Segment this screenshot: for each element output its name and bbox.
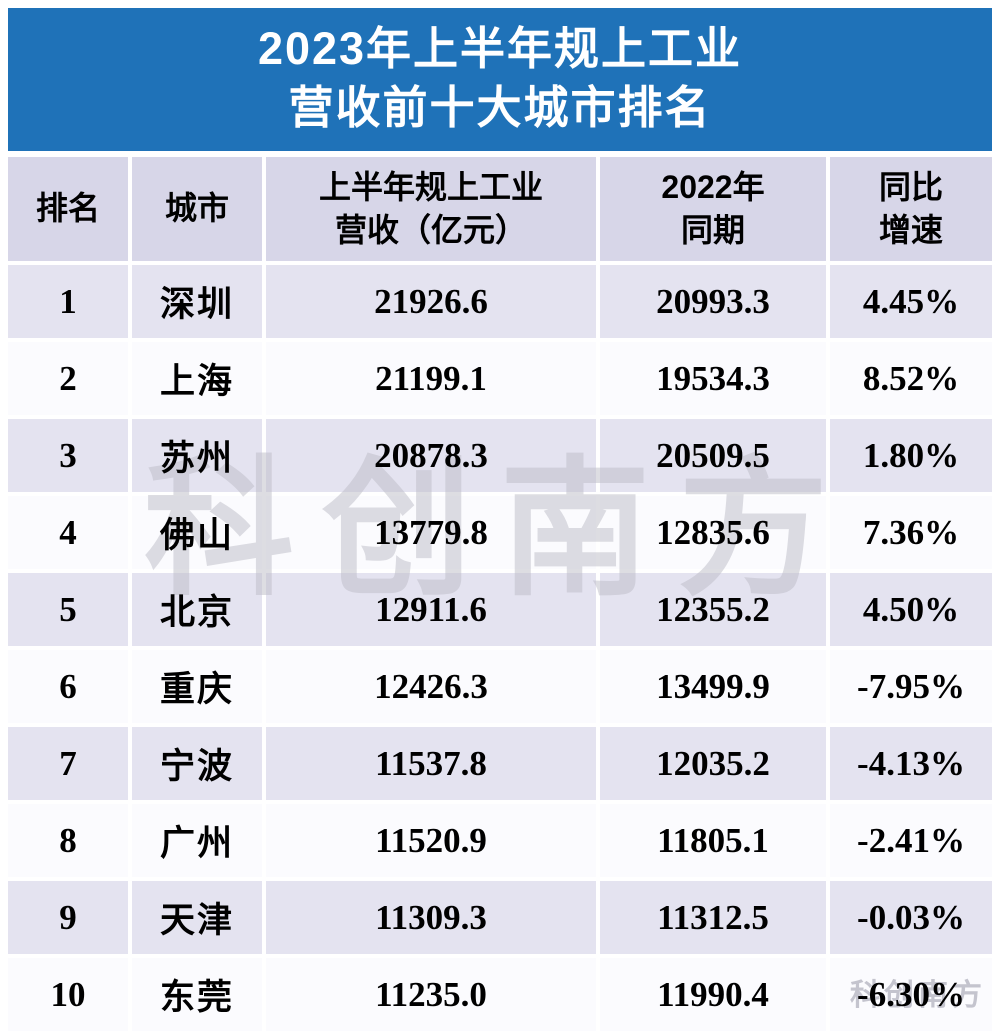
city-cell: 北京 [132,573,262,646]
rank-cell: 6 [8,650,128,723]
revenue-cell: 21926.6 [266,265,596,338]
rank-cell: 1 [8,265,128,338]
growth-cell: 4.45% [830,265,992,338]
city-cell: 广州 [132,804,262,877]
prev-year-cell: 12835.6 [600,496,826,569]
rank-cell: 4 [8,496,128,569]
growth-cell: 8.52% [830,342,992,415]
rank-cell: 2 [8,342,128,415]
column-header-rank: 排名 [8,157,128,261]
growth-cell: -2.41% [830,804,992,877]
prev-year-cell: 13499.9 [600,650,826,723]
growth-cell: -7.95% [830,650,992,723]
revenue-cell: 11235.0 [266,958,596,1031]
column-header-city: 城市 [132,157,262,261]
revenue-cell: 11520.9 [266,804,596,877]
page-title-line-1: 2023年上半年规上工业 [257,23,743,74]
ranking-infographic: 2023年上半年规上工业 营收前十大城市排名 排名 城市 上半年规上工业 营收（… [8,8,992,1031]
revenue-cell: 13779.8 [266,496,596,569]
prev-year-cell: 19534.3 [600,342,826,415]
city-cell: 佛山 [132,496,262,569]
rank-cell: 3 [8,419,128,492]
column-header-prev-year: 2022年 同期 [600,157,826,261]
revenue-cell: 20878.3 [266,419,596,492]
city-cell: 深圳 [132,265,262,338]
rank-cell: 8 [8,804,128,877]
growth-cell: 4.50% [830,573,992,646]
column-header-revenue: 上半年规上工业 营收（亿元） [266,157,596,261]
rank-cell: 10 [8,958,128,1031]
rank-cell: 9 [8,881,128,954]
prev-year-cell: 12355.2 [600,573,826,646]
page-title-line-2: 营收前十大城市排名 [288,81,712,133]
revenue-cell: 21199.1 [266,342,596,415]
city-cell: 天津 [132,881,262,954]
prev-year-cell: 11990.4 [600,958,826,1031]
growth-cell: 1.80% [830,419,992,492]
city-cell: 上海 [132,342,262,415]
prev-year-cell: 12035.2 [600,727,826,800]
city-cell: 宁波 [132,727,262,800]
revenue-cell: 11537.8 [266,727,596,800]
ranking-table: 排名 城市 上半年规上工业 营收（亿元） 2022年 同期 同比 增速 1 深圳… [8,157,992,1031]
rank-cell: 5 [8,573,128,646]
growth-cell: -0.03% [830,881,992,954]
prev-year-cell: 20993.3 [600,265,826,338]
city-cell: 东莞 [132,958,262,1031]
city-cell: 重庆 [132,650,262,723]
revenue-cell: 12911.6 [266,573,596,646]
prev-year-cell: 11312.5 [600,881,826,954]
revenue-cell: 12426.3 [266,650,596,723]
revenue-cell: 11309.3 [266,881,596,954]
title-banner: 2023年上半年规上工业 营收前十大城市排名 [8,8,992,151]
growth-cell: -6.30% [830,958,992,1031]
prev-year-cell: 20509.5 [600,419,826,492]
rank-cell: 7 [8,727,128,800]
city-cell: 苏州 [132,419,262,492]
growth-cell: 7.36% [830,496,992,569]
column-header-growth: 同比 增速 [830,157,992,261]
growth-cell: -4.13% [830,727,992,800]
prev-year-cell: 11805.1 [600,804,826,877]
